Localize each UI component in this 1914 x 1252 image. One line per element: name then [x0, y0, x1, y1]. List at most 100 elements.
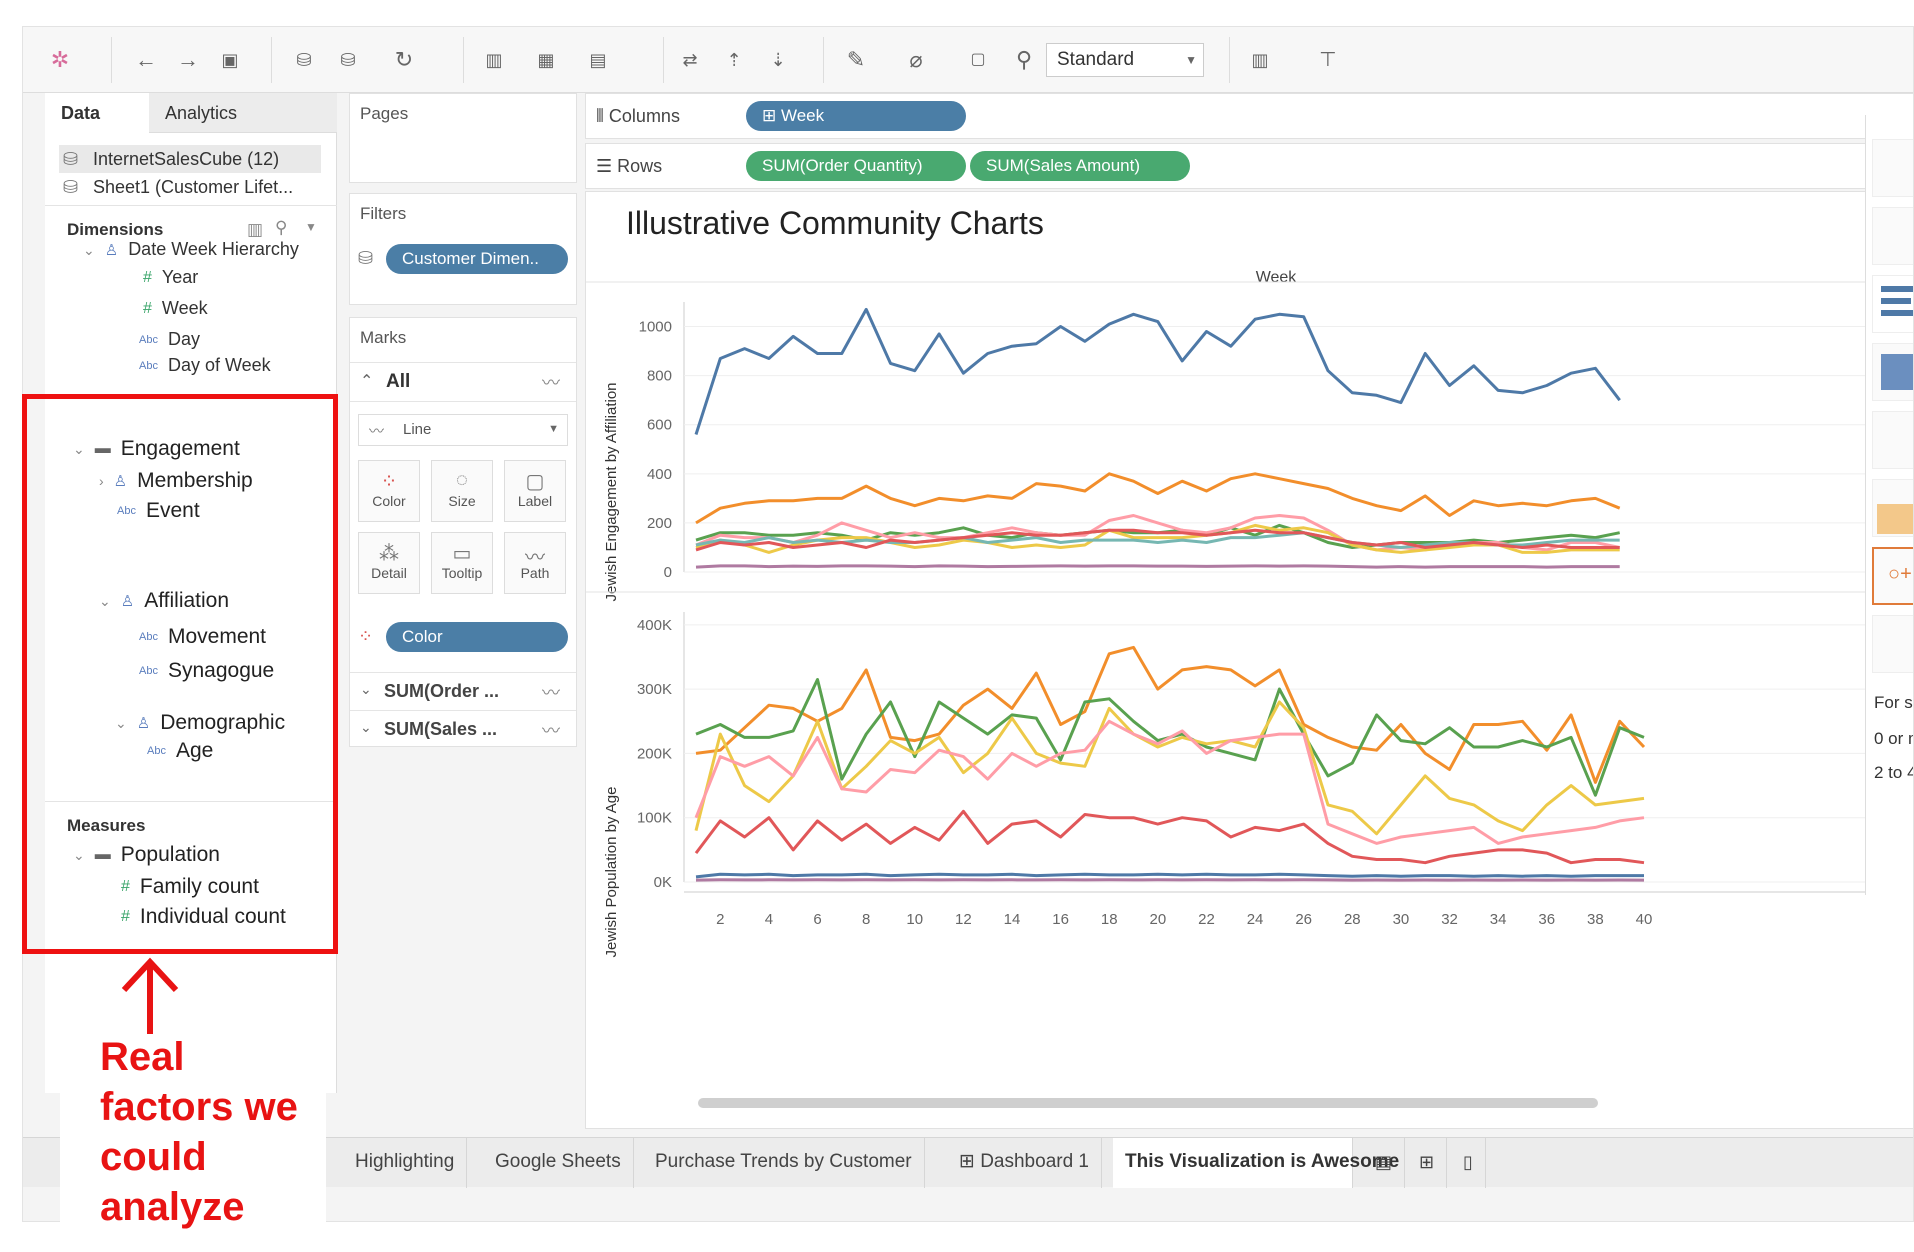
field-synagogue[interactable]: Abc Synagogue: [139, 659, 274, 683]
field-demographic[interactable]: ⌄ ♙ Demographic: [115, 711, 285, 735]
columns-shelf[interactable]: ⦀ Columns ⊞ Week: [585, 93, 1913, 139]
field-label: Demographic: [160, 711, 286, 734]
new-datasource-icon[interactable]: ⛁: [296, 50, 312, 70]
dimensions-title: Dimensions: [67, 220, 164, 239]
pages-shelf[interactable]: Pages: [349, 93, 577, 183]
folder-engagement[interactable]: ⌄ ▬ Engagement: [73, 437, 323, 461]
marks-tooltip-button[interactable]: ▭ Tooltip: [431, 532, 493, 594]
field-day[interactable]: Abc Day: [139, 329, 200, 350]
field-affiliation[interactable]: ⌄ ♙ Affiliation: [99, 589, 229, 613]
show-me-circle-icon[interactable]: ○+: [1872, 547, 1913, 605]
datasource-item-cube[interactable]: ⛁ InternetSalesCube (12): [59, 145, 321, 173]
filter-pill-customer[interactable]: Customer Dimen..: [386, 244, 568, 274]
show-me-scatter-icon[interactable]: [1872, 207, 1913, 265]
datasource-filter-icon: ⛁: [358, 248, 374, 268]
abc-icon: Abc: [139, 360, 158, 373]
x-tick-label: 8: [862, 911, 870, 928]
duplicate-sheet-icon[interactable]: ▦: [537, 50, 555, 70]
tab-analytics[interactable]: Analytics: [149, 93, 337, 133]
horizontal-scrollbar[interactable]: [698, 1098, 1598, 1108]
forward-icon[interactable]: →: [177, 47, 199, 72]
tab-data[interactable]: Data: [45, 93, 149, 133]
visualization-view[interactable]: Illustrative Community Charts Week Jewis…: [585, 191, 1913, 1129]
color-pill[interactable]: Color: [386, 622, 568, 652]
series-line-population-3: [694, 719, 1645, 845]
search-icon[interactable]: ⚲: [275, 218, 288, 237]
x-tick-label: 30: [1393, 911, 1410, 928]
field-movement[interactable]: Abc Movement: [139, 625, 266, 649]
show-me-area-icon[interactable]: [1872, 479, 1913, 537]
sort-ascending-icon[interactable]: ⇡: [726, 50, 742, 70]
field-membership[interactable]: › ♙ Membership: [99, 469, 253, 493]
show-me-line-icon[interactable]: [1872, 411, 1913, 469]
tab-dashboard-1[interactable]: ⊞ Dashboard 1: [947, 1138, 1102, 1188]
field-event[interactable]: Abc Event: [117, 499, 200, 523]
mark-type-select[interactable]: 〰 Line ▼: [358, 414, 568, 446]
marks-all-row[interactable]: ⌃ All 〰: [350, 362, 576, 402]
line-mark-icon: 〰: [542, 683, 560, 703]
group-members-icon[interactable]: ⌀: [909, 47, 923, 72]
tab-highlighting[interactable]: Highlighting: [343, 1138, 468, 1188]
marks-label-button[interactable]: ▢ Label: [504, 460, 566, 522]
back-icon[interactable]: ←: [135, 47, 157, 72]
show-me-bar-icon[interactable]: [1872, 275, 1913, 333]
sheet-tab-label: Purchase Trends by Customer: [655, 1151, 912, 1172]
tab-google-sheets[interactable]: Google Sheets: [483, 1138, 634, 1188]
field-week[interactable]: # Week: [143, 298, 208, 319]
x-tick-label: 2: [716, 911, 724, 928]
marks-detail-button[interactable]: ⁂ Detail: [358, 532, 420, 594]
show-me-gantt-icon[interactable]: [1872, 615, 1913, 673]
swap-rows-columns-icon[interactable]: ⇄: [682, 50, 698, 70]
mark-type-value: Line: [403, 421, 432, 438]
tab-this-visualization-is-awesome[interactable]: This Visualization is Awesome: [1113, 1138, 1399, 1188]
field-day-of-week[interactable]: Abc Day of Week: [139, 355, 271, 376]
show-me-text-table-icon[interactable]: [1872, 139, 1913, 197]
datasource-item-sheet[interactable]: ⛁ Sheet1 (Customer Lifet...: [59, 173, 321, 201]
marks-measure-sales[interactable]: ⌄ SUM(Sales ... 〰: [350, 710, 576, 748]
save-icon[interactable]: ▣: [221, 50, 239, 70]
rows-pill-label: SUM(Sales Amount): [986, 156, 1140, 175]
new-dashboard-icon[interactable]: ⊞: [1407, 1138, 1448, 1188]
pin-axes-icon[interactable]: ⚲: [1015, 47, 1033, 72]
x-tick-label: 34: [1490, 911, 1507, 928]
folder-population[interactable]: ⌄ ▬ Population: [73, 843, 220, 867]
marks-card: Marks ⌃ All 〰 〰 Line ▼ ⁘ Color ◌ Size ▢ Lab…: [349, 317, 577, 747]
show-me-cards-icon[interactable]: ▥: [1251, 50, 1269, 70]
highlight-icon[interactable]: ✎: [846, 47, 866, 72]
columns-pill-week[interactable]: ⊞ Week: [746, 101, 966, 131]
clear-sheet-icon[interactable]: ▤: [589, 50, 607, 70]
field-family-count[interactable]: # Family count: [121, 875, 259, 899]
presentation-mode-icon[interactable]: ⊤: [1319, 49, 1337, 71]
marks-size-button[interactable]: ◌ Size: [431, 460, 493, 522]
field-year[interactable]: # Year: [143, 267, 198, 288]
marks-color-button[interactable]: ⁘ Color: [358, 460, 420, 522]
chevron-down-icon[interactable]: ▼: [305, 220, 317, 234]
pause-updates-icon[interactable]: ⛁: [340, 50, 356, 70]
rows-shelf[interactable]: ☰ Rows SUM(Order Quantity) SUM(Sales Amo…: [585, 143, 1913, 189]
show-mark-labels-icon[interactable]: ▢: [970, 51, 986, 68]
filters-shelf[interactable]: Filters ⛁ Customer Dimen..: [349, 193, 577, 305]
tab-purchase-trends[interactable]: Purchase Trends by Customer: [643, 1138, 925, 1188]
measures-header: Measures: [45, 801, 337, 845]
view-options-icon[interactable]: ▥: [247, 220, 264, 239]
y-tick-label: 0: [664, 564, 672, 581]
field-date-week-hierarchy[interactable]: ⌄ ♙ Date Week Hierarchy: [83, 239, 299, 260]
show-me-treemap-icon[interactable]: [1872, 343, 1913, 401]
rows-pill-order-quantity[interactable]: SUM(Order Quantity): [746, 151, 966, 181]
marks-path-button[interactable]: 〰 Path: [504, 532, 566, 594]
new-story-icon[interactable]: ▯: [1451, 1138, 1486, 1188]
sort-descending-icon[interactable]: ⇣: [770, 50, 786, 70]
rows-pill-sales-amount[interactable]: SUM(Sales Amount): [970, 151, 1190, 181]
new-worksheet-icon[interactable]: ▥: [485, 50, 503, 70]
refresh-icon[interactable]: ↻: [394, 47, 414, 72]
y-tick-label: 400K: [637, 617, 672, 634]
field-age[interactable]: Abc Age: [147, 739, 213, 763]
sheet-tabs-bar: Highlighting Google Sheets Purchase Tren…: [23, 1137, 1913, 1188]
datasource-label: InternetSalesCube (12): [93, 149, 280, 169]
datasource-icon: ⛁: [63, 177, 79, 197]
marks-measure-order[interactable]: ⌄ SUM(Order ... 〰: [350, 672, 576, 710]
field-individual-count[interactable]: # Individual count: [121, 905, 286, 929]
view-size-select[interactable]: Standard ▼: [1046, 43, 1204, 77]
new-worksheet-icon[interactable]: ▤: [1363, 1138, 1406, 1188]
tableau-logo-icon[interactable]: ✲: [50, 47, 70, 72]
